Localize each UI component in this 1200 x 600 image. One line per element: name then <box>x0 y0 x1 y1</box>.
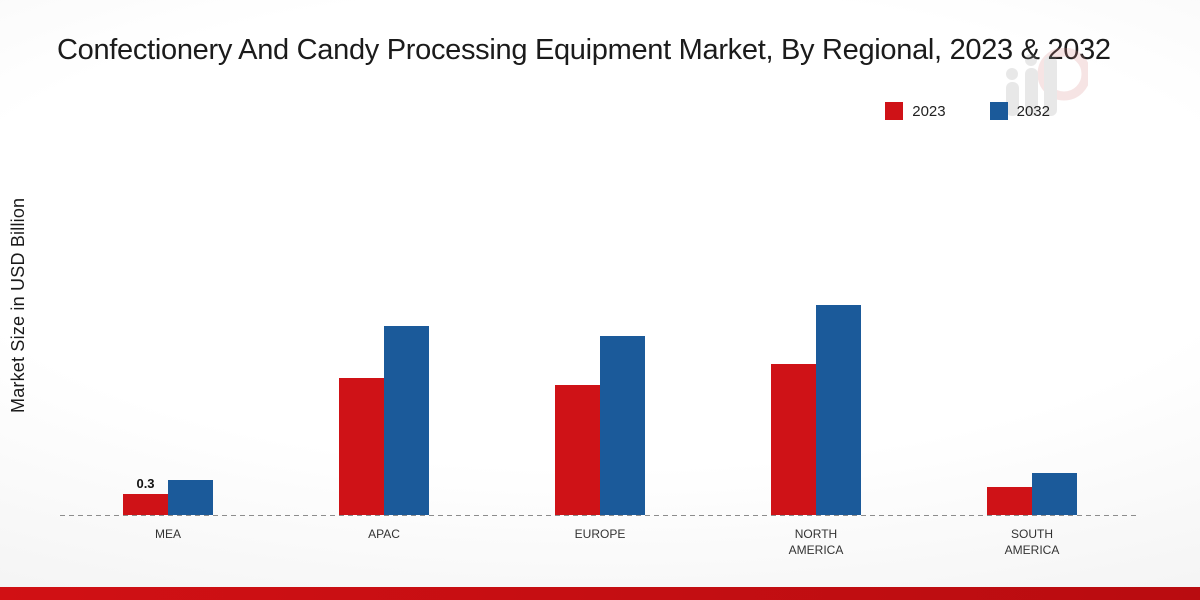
chart-title: Confectionery And Candy Processing Equip… <box>57 34 1111 66</box>
footer-red-band <box>0 587 1200 600</box>
bar-group-europe: EUROPE <box>492 285 708 541</box>
bar-group-apac: APAC <box>276 285 492 541</box>
bar-group-south-america: SOUTH AMERICA <box>924 285 1140 557</box>
x-axis-baseline <box>60 515 1140 516</box>
bar-2032-south-america <box>1032 473 1077 515</box>
bar-value-label: 0.3 <box>136 476 155 491</box>
bar-2032-mea <box>168 480 213 515</box>
category-label-apac: APAC <box>368 527 400 541</box>
bar-2023-europe <box>555 385 600 515</box>
legend-swatch-2023 <box>885 102 904 120</box>
category-label-europe: EUROPE <box>574 527 626 541</box>
plot-area: 0.3 MEA APAC EUROPE NORTH AMERICA SOUTH AMERI… <box>60 285 1140 557</box>
y-axis-label: Market Size in USD Billion <box>8 197 28 413</box>
legend: 2023 2032 <box>885 102 1050 120</box>
bar-groups: 0.3 MEA APAC EUROPE NORTH AMERICA SOUTH AMERI… <box>60 285 1140 557</box>
legend-item-2032: 2032 <box>989 102 1050 120</box>
legend-swatch-2032 <box>989 102 1008 120</box>
category-label-mea: MEA <box>154 527 181 541</box>
bar-2023-north-america <box>771 364 816 515</box>
bar-group-north-america: NORTH AMERICA <box>708 285 924 557</box>
category-label-north-america: NORTH AMERICA <box>788 527 844 558</box>
legend-item-2023: 2023 <box>885 102 946 120</box>
legend-label-2032: 2032 <box>1016 102 1050 120</box>
bar-2023-south-america <box>987 487 1032 515</box>
bar-group-mea: 0.3 MEA <box>60 285 276 541</box>
bar-2023-apac <box>339 378 384 515</box>
bar-2032-apac <box>384 326 429 515</box>
legend-label-2023: 2023 <box>912 102 946 120</box>
bar-2023-mea: 0.3 <box>123 476 168 515</box>
category-label-south-america: SOUTH AMERICA <box>1004 527 1060 558</box>
bar-2032-north-america <box>816 305 861 515</box>
bar-2032-europe <box>600 336 645 515</box>
